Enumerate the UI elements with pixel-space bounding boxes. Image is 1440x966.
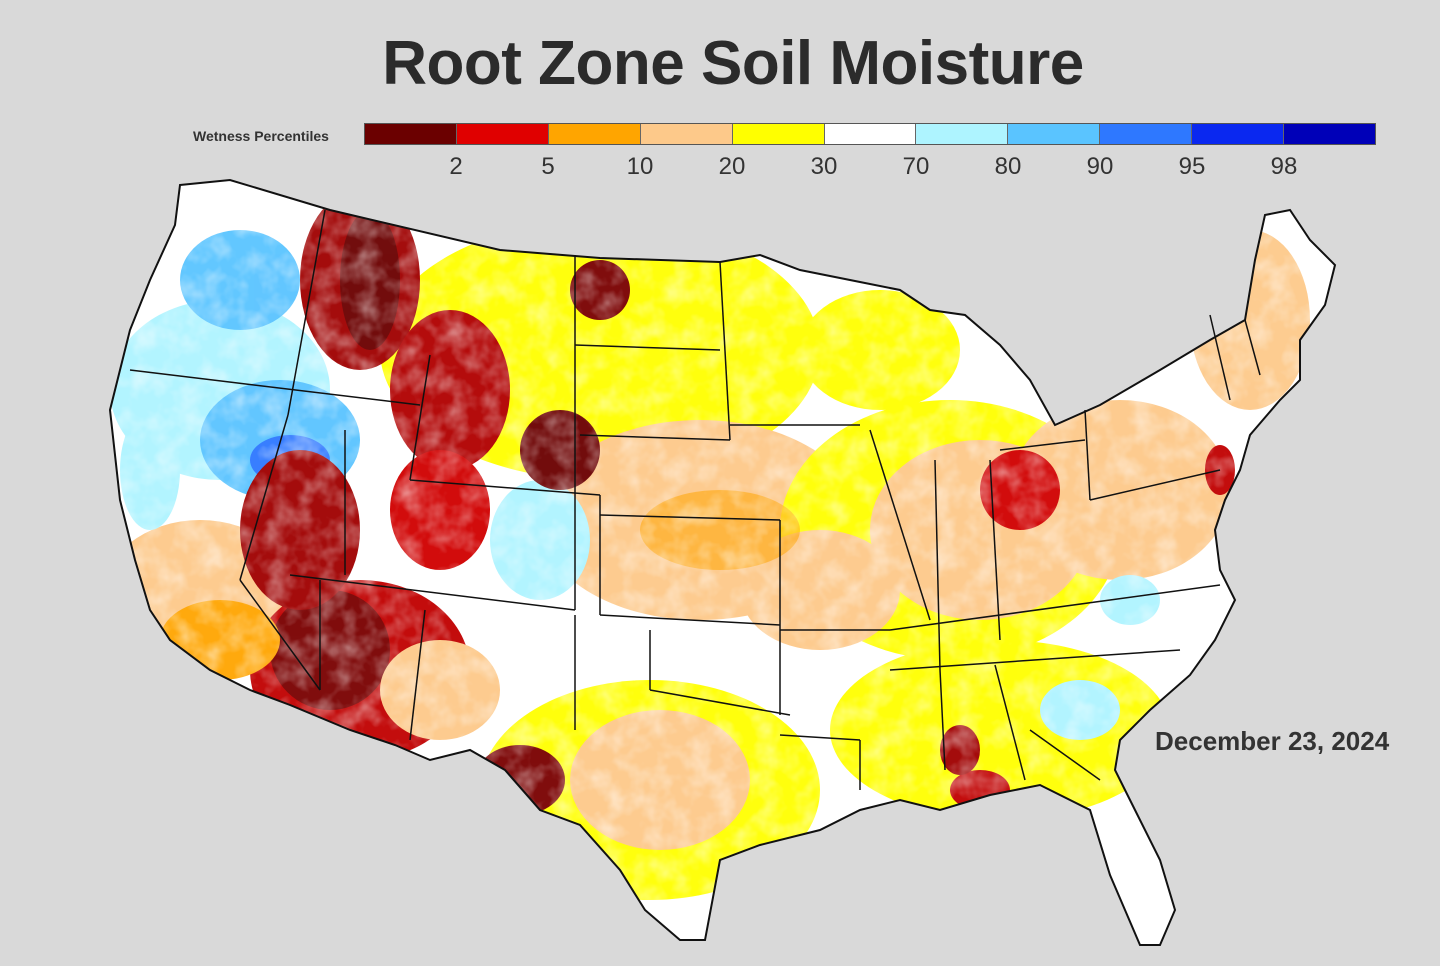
legend-tick-label: 98: [1270, 153, 1298, 180]
legend-tick-label: 80: [994, 153, 1022, 180]
us-map-svg: [109, 179, 1336, 946]
legend-color-bar: [364, 123, 1376, 145]
legend-tick-label: 30: [810, 153, 838, 180]
legend-swatch: [1008, 124, 1101, 144]
legend-swatch: [824, 124, 917, 144]
legend-tick-label: 2: [449, 153, 463, 180]
legend-tick-label: 95: [1178, 153, 1206, 180]
moisture-speckle: [110, 180, 1335, 945]
legend-tick-label: 20: [718, 153, 746, 180]
legend-swatch: [365, 124, 457, 144]
legend-swatch: [1284, 124, 1375, 144]
legend-tick-label: 10: [626, 153, 654, 180]
legend-swatch: [456, 124, 549, 144]
legend-swatch: [732, 124, 825, 144]
legend-swatch: [1100, 124, 1193, 144]
map-date: December 23, 2024: [1155, 726, 1390, 756]
us-map: [0, 170, 1440, 961]
legend-swatch: [916, 124, 1009, 144]
legend-tick-label: 90: [1086, 153, 1114, 180]
legend-swatch: [640, 124, 733, 144]
legend-swatch: [548, 124, 641, 144]
legend-tick-label: 5: [541, 153, 555, 180]
legend-label: Wetness Percentiles: [193, 128, 329, 144]
legend-tick-label: 70: [902, 153, 930, 180]
state-borders: [129, 209, 1261, 790]
legend-swatch: [1192, 124, 1285, 144]
map-title: Root Zone Soil Moisture: [382, 29, 1084, 98]
